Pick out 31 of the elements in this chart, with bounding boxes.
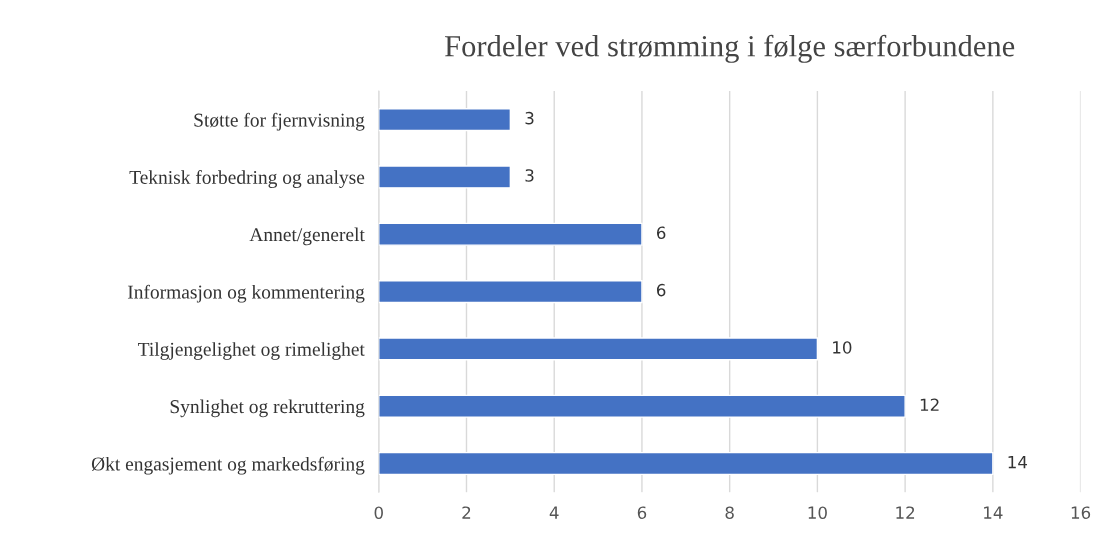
data-label: 10 (833, 341, 852, 354)
y-tick-label: Synlighet og rekruttering (170, 399, 365, 418)
y-tick-label: Informasjon og kommentering (127, 284, 365, 303)
y-tick-label: Økt engasjement og markedsføring (91, 456, 365, 475)
y-tick-label: Teknisk forbedring og analyse (129, 170, 365, 188)
data-label: 12 (920, 398, 939, 411)
x-tick-label: 6 (637, 506, 647, 519)
bar (378, 279, 643, 304)
bar (378, 394, 906, 418)
x-tick-label: 10 (808, 506, 827, 519)
data-label: 3 (525, 169, 534, 182)
x-tick-label: 2 (462, 506, 471, 519)
bar (378, 108, 512, 132)
data-label: 6 (657, 226, 666, 240)
data-label: 14 (1008, 455, 1028, 469)
x-tick-label: 8 (725, 506, 734, 519)
y-tick-label: Støtte for fjernvisning (194, 112, 365, 131)
data-label: 6 (657, 283, 666, 297)
x-tick-label: 14 (984, 506, 1003, 519)
bar (378, 337, 819, 361)
y-tick-label: Tilgjengelighet og rimelighet (138, 342, 365, 360)
x-tick-label: 0 (374, 506, 383, 519)
bar (378, 222, 643, 246)
bar (378, 451, 994, 476)
bar (378, 165, 512, 189)
data-label: 3 (525, 111, 534, 125)
x-tick-label: 12 (896, 506, 915, 519)
y-tick-label: Annet/generelt (249, 227, 365, 246)
x-tick-label: 16 (1071, 506, 1091, 519)
x-tick-label: 4 (549, 506, 559, 519)
chart-title: Fordeler ved strømming i følge særforbundene (445, 34, 1015, 63)
